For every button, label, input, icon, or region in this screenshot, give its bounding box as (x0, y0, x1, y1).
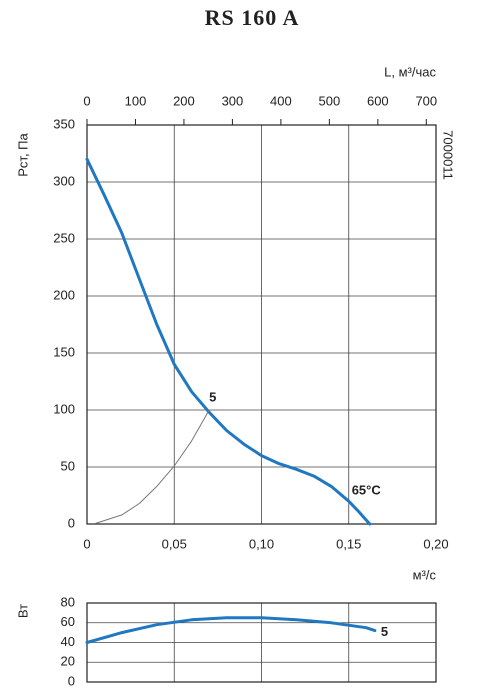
y-tick-label: 100 (53, 401, 75, 416)
x2-tick-label: 600 (367, 93, 389, 108)
chart-title: RS 160 A (205, 5, 300, 30)
series-line (95, 409, 210, 524)
x-tick-label: 0,20 (423, 536, 448, 551)
y-tick-label: 40 (61, 634, 75, 649)
x2-tick-label: 700 (415, 93, 437, 108)
x-axis-label: м³/с (413, 567, 437, 582)
plot-frame (86, 124, 437, 525)
y-tick-label: 300 (53, 173, 75, 188)
y-axis-label: Pст, Па (15, 132, 30, 176)
y-tick-label: 0 (68, 673, 75, 688)
y-tick-label: 0 (68, 515, 75, 530)
x-tick-label: 0 (83, 536, 90, 551)
series-line (85, 157, 372, 526)
y-tick-label: 350 (53, 116, 75, 131)
x2-tick-label: 500 (319, 93, 341, 108)
y-tick-label: 60 (61, 614, 75, 629)
x2-tick-label: 400 (270, 93, 292, 108)
y-tick-label: 20 (61, 654, 75, 669)
y-tick-label: 80 (61, 594, 75, 609)
x2-axis-label: L, м³/час (384, 64, 436, 79)
y-tick-label: 50 (61, 458, 75, 473)
x-tick-label: 0,15 (336, 536, 361, 551)
y-tick-label: 150 (53, 344, 75, 359)
series-label: 5 (209, 389, 216, 404)
series-line (85, 616, 377, 644)
y-axis-label: Вт (15, 604, 30, 618)
x2-tick-label: 300 (222, 93, 244, 108)
series-label: 5 (381, 624, 388, 639)
x2-tick-label: 200 (173, 93, 195, 108)
x-tick-label: 0,10 (249, 536, 274, 551)
y-tick-label: 200 (53, 287, 75, 302)
x-tick-label: 0,05 (162, 536, 187, 551)
x2-tick-label: 100 (125, 93, 147, 108)
series-label: 65°C (352, 482, 382, 497)
code-label: 7000011 (441, 130, 456, 180)
y-tick-label: 250 (53, 230, 75, 245)
x2-tick-label: 0 (83, 93, 90, 108)
